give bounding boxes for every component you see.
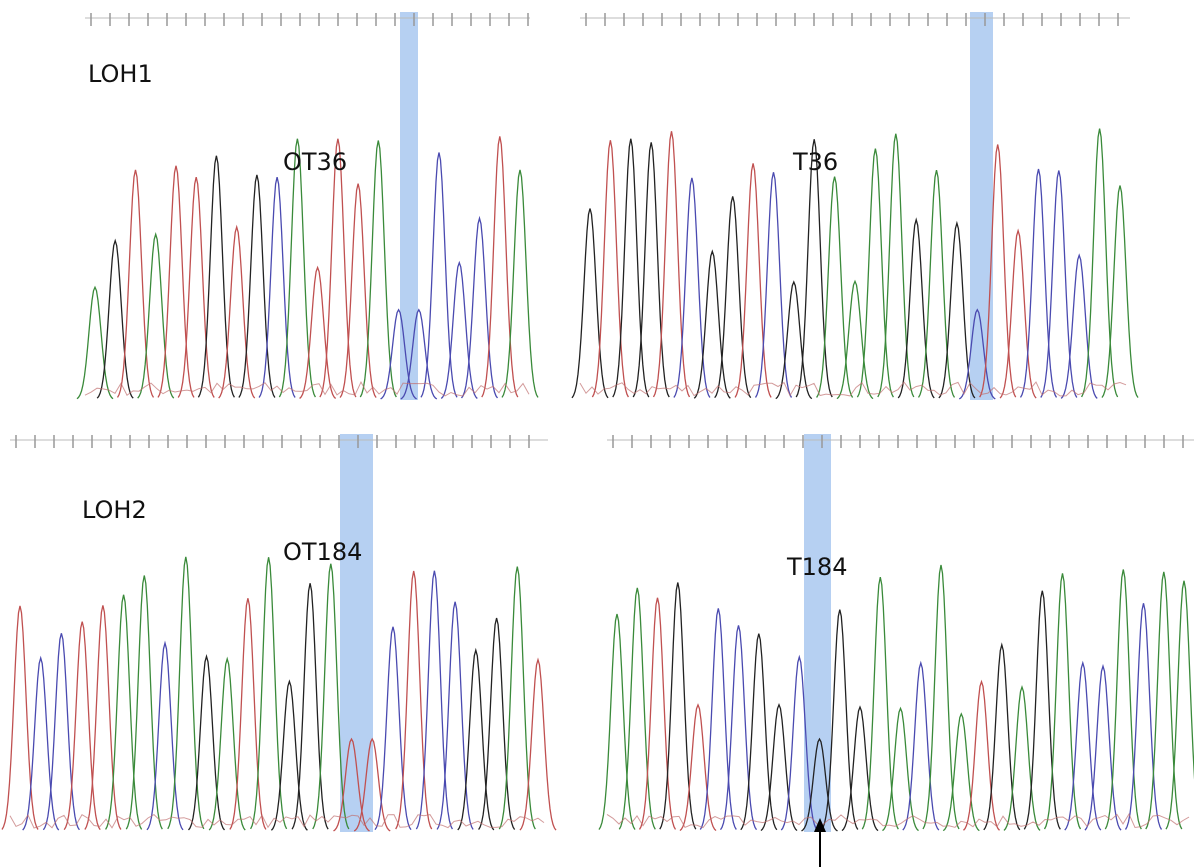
peak — [158, 166, 194, 398]
peak — [292, 583, 328, 829]
peak — [271, 681, 307, 830]
peak — [1105, 570, 1141, 830]
sample-label: OT184 — [283, 538, 362, 566]
peak — [1000, 231, 1036, 398]
peak — [1065, 663, 1101, 830]
peak — [64, 622, 100, 830]
peak — [1021, 169, 1057, 397]
peak — [499, 567, 535, 830]
peak — [396, 571, 432, 829]
peak — [903, 663, 939, 830]
sample-label: T36 — [792, 148, 838, 176]
peak — [85, 605, 121, 829]
peak — [919, 170, 955, 397]
peak — [592, 140, 628, 397]
peak — [320, 139, 356, 397]
peak — [1045, 573, 1081, 829]
peak — [168, 557, 204, 829]
peak — [700, 608, 736, 829]
chromatograms — [2, 12, 1194, 832]
peak — [796, 139, 832, 397]
peak — [862, 577, 898, 829]
peak — [572, 209, 608, 398]
peak — [1082, 129, 1118, 397]
peak — [1146, 572, 1182, 829]
peak — [2, 606, 38, 830]
peak — [654, 131, 690, 397]
group-label: LOH1 — [88, 60, 153, 88]
peak — [520, 660, 556, 830]
peak — [219, 227, 255, 398]
peak — [118, 170, 154, 398]
peak — [138, 234, 174, 398]
peak — [660, 583, 696, 830]
peak — [77, 287, 113, 398]
peak — [482, 136, 518, 397]
peak — [619, 588, 655, 829]
peak — [251, 557, 287, 829]
peak — [735, 163, 771, 397]
peak — [416, 571, 452, 829]
peak — [462, 218, 498, 398]
peak — [694, 251, 730, 398]
figure: LOH1 OT36 T36 LOH2 OT184 T184 — [0, 0, 1194, 867]
peak — [1166, 581, 1194, 829]
peak — [761, 705, 797, 831]
peak — [923, 565, 959, 829]
sample-label: OT36 — [283, 148, 347, 176]
highlight — [400, 12, 418, 400]
peak — [126, 576, 162, 830]
peak — [97, 241, 133, 399]
peak — [43, 633, 79, 830]
peak — [613, 139, 649, 397]
group-label: LOH2 — [82, 496, 147, 524]
peak — [198, 156, 234, 397]
highlight — [970, 12, 993, 400]
peak — [878, 134, 914, 397]
peak — [189, 656, 225, 830]
peak — [279, 139, 315, 397]
peak — [984, 645, 1020, 830]
peak — [106, 595, 142, 830]
sample-label: T184 — [786, 553, 847, 581]
page: LOH1 OT36 T36 LOH2 OT184 T184 (() => { c… — [0, 0, 1194, 867]
